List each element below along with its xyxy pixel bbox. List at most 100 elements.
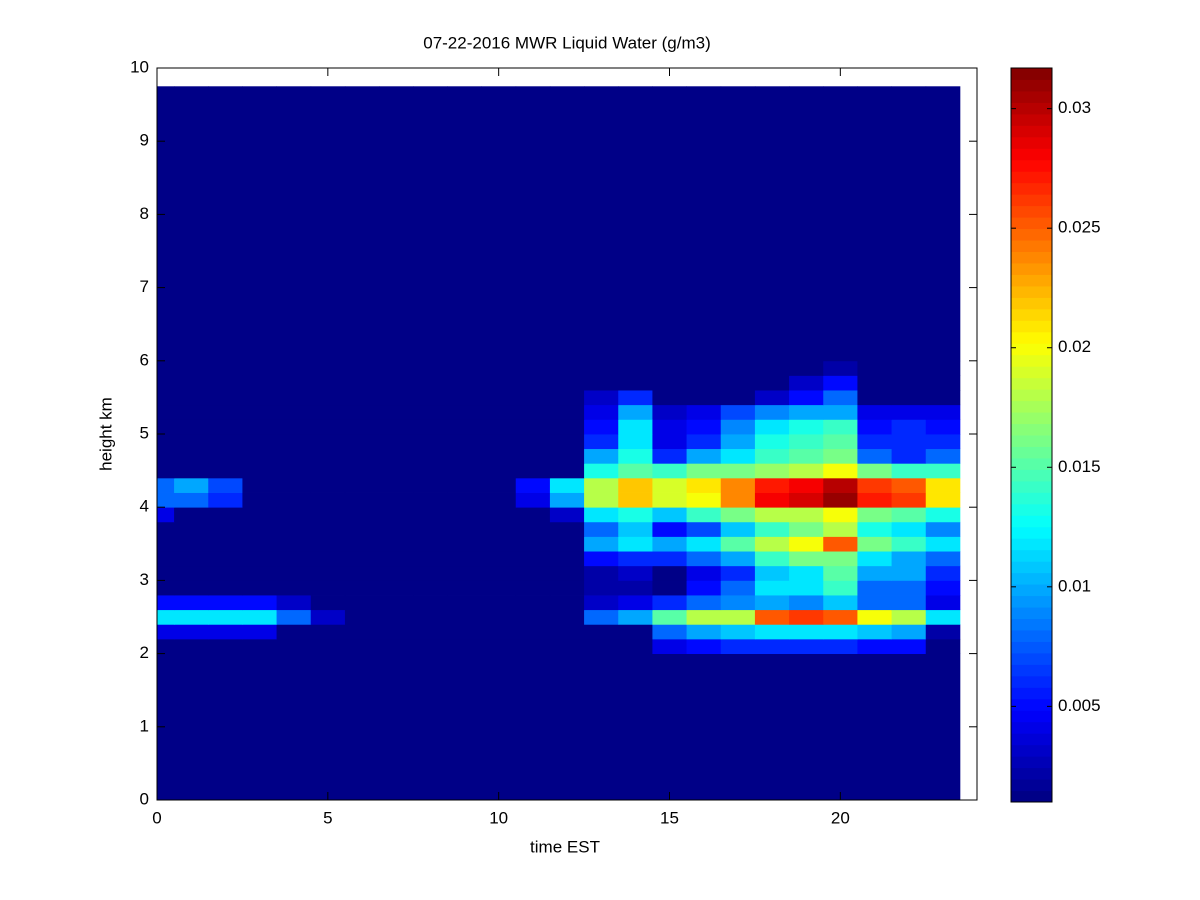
heatmap-cell: [823, 609, 858, 625]
heatmap-cell: [584, 551, 619, 567]
heatmap-cell: [720, 609, 756, 625]
heatmap-cell: [686, 580, 722, 596]
colorbar-segment: [1011, 721, 1052, 734]
heatmap-cell: [857, 434, 892, 450]
heatmap-cell: [157, 419, 175, 435]
heatmap-cell: [344, 521, 380, 537]
heatmap-cell: [208, 580, 243, 596]
heatmap-cell: [891, 390, 927, 406]
heatmap-cell: [720, 375, 756, 391]
heatmap-cell: [618, 360, 653, 376]
heatmap-cell: [481, 609, 517, 625]
heatmap-cell: [447, 375, 482, 391]
heatmap-cell: [379, 638, 414, 654]
colorbar-tick-label: 0.015: [1058, 457, 1101, 476]
heatmap-cell: [754, 404, 790, 420]
heatmap-cell: [174, 609, 209, 625]
heatmap-cell: [413, 477, 448, 493]
heatmap-cell: [686, 86, 722, 362]
heatmap-cell: [276, 404, 312, 420]
heatmap-cell: [823, 653, 858, 801]
heatmap-cell: [208, 477, 243, 493]
heatmap-cell: [208, 86, 243, 362]
heatmap-cell: [276, 86, 312, 362]
heatmap-cell: [208, 565, 243, 581]
y-tick-label: 3: [140, 570, 149, 589]
heatmap-cell: [720, 492, 756, 508]
heatmap-cell: [242, 536, 277, 552]
heatmap-cell: [379, 492, 414, 508]
heatmap-cell: [310, 434, 346, 450]
heatmap-cell: [344, 375, 380, 391]
heatmap-cell: [379, 609, 414, 625]
colorbar-segment: [1011, 744, 1052, 757]
heatmap-cell: [618, 477, 653, 493]
heatmap-cell: [379, 375, 414, 391]
heatmap-cell: [720, 536, 756, 552]
heatmap-cell: [242, 624, 277, 640]
heatmap-cell: [379, 507, 414, 523]
heatmap-cell: [652, 404, 687, 420]
colorbar-segment: [1011, 561, 1052, 574]
heatmap-cell: [174, 463, 209, 479]
heatmap-cell: [789, 375, 824, 391]
heatmap-cell: [686, 595, 722, 611]
heatmap-cell: [652, 448, 687, 464]
heatmap-cell: [618, 595, 653, 611]
y-tick-label: 10: [130, 57, 149, 76]
heatmap-cell: [447, 521, 482, 537]
y-tick-label: 4: [140, 497, 149, 516]
colorbar-segment: [1011, 251, 1052, 264]
heatmap-cell: [652, 477, 687, 493]
heatmap-cell: [344, 609, 380, 625]
heatmap-cell: [276, 565, 312, 581]
heatmap-cell: [891, 638, 927, 654]
heatmap-cell: [891, 448, 927, 464]
colorbar-segment: [1011, 641, 1052, 654]
heatmap-cell: [481, 434, 517, 450]
heatmap-cell: [344, 638, 380, 654]
heatmap-cell: [891, 595, 927, 611]
heatmap-cell: [549, 551, 585, 567]
heatmap-cell: [413, 375, 448, 391]
heatmap-cell: [925, 609, 961, 625]
colorbar-segment: [1011, 159, 1052, 172]
heatmap-cell: [891, 536, 927, 552]
heatmap-cell: [157, 390, 175, 406]
heatmap-cell: [652, 419, 687, 435]
heatmap-cell: [157, 404, 175, 420]
colorbar-segment: [1011, 102, 1052, 115]
heatmap-cell: [174, 419, 209, 435]
heatmap-cell: [515, 375, 551, 391]
heatmap-cell: [891, 477, 927, 493]
heatmap-cell: [174, 390, 209, 406]
heatmap-cell: [754, 653, 790, 801]
heatmap-cell: [310, 419, 346, 435]
heatmap-cell: [925, 507, 961, 523]
heatmap-cell: [891, 434, 927, 450]
heatmap-cell: [549, 653, 585, 801]
heatmap-cell: [686, 609, 722, 625]
heatmap-cell: [310, 521, 346, 537]
heatmap-cell: [584, 521, 619, 537]
heatmap-cell: [823, 360, 858, 376]
heatmap-cell: [174, 536, 209, 552]
heatmap-cell: [857, 463, 892, 479]
heatmap-cell: [720, 86, 756, 362]
heatmap-cell: [310, 492, 346, 508]
heatmap-cell: [823, 492, 858, 508]
heatmap-cell: [549, 580, 585, 596]
heatmap-cell: [857, 521, 892, 537]
heatmap-cell: [549, 492, 585, 508]
heatmap-cell: [515, 86, 551, 362]
heatmap-cell: [276, 595, 312, 611]
y-tick-label: 0: [140, 789, 149, 808]
heatmap-cell: [515, 463, 551, 479]
heatmap-cell: [823, 536, 858, 552]
heatmap-cell: [891, 609, 927, 625]
colorbar-segment: [1011, 354, 1052, 367]
heatmap-cell: [823, 580, 858, 596]
heatmap-cell: [584, 448, 619, 464]
heatmap-cell: [208, 448, 243, 464]
heatmap-cell: [242, 86, 277, 362]
